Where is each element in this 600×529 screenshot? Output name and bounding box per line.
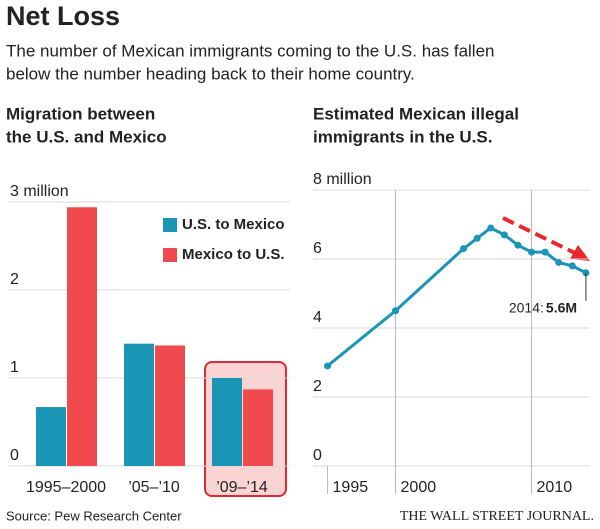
point [528, 248, 536, 256]
x-tick-label: 1995–2000 [26, 479, 106, 496]
line [326, 226, 587, 368]
legend-swatch [163, 218, 177, 232]
y-tick-label: 8 million [313, 171, 372, 188]
y-tick-label: 0 [313, 447, 322, 464]
point [487, 224, 495, 232]
subtitle: below the number heading back to their h… [6, 64, 415, 83]
point [500, 231, 508, 239]
y-tick-label: 0 [10, 447, 19, 464]
bar [36, 407, 66, 466]
legend-label: Mexico to U.S. [182, 246, 285, 263]
x-tick-label: 1995 [333, 479, 369, 496]
legend-label: U.S. to Mexico [182, 216, 285, 233]
point [555, 258, 563, 266]
y-tick-label: 4 [313, 309, 322, 326]
y-tick-label: 3 million [10, 183, 69, 200]
y-tick-label: 2 [313, 378, 322, 395]
trend-arrow [502, 216, 590, 261]
point [324, 362, 332, 370]
legend-swatch [163, 248, 177, 262]
title: Net Loss [6, 1, 120, 31]
x-tick-label: 2010 [537, 479, 573, 496]
y-tick-label: 2 [10, 271, 19, 288]
chart-title: the U.S. and Mexico [6, 127, 167, 146]
bar [67, 207, 97, 466]
point [541, 248, 549, 256]
bar [212, 378, 242, 466]
point [514, 241, 522, 249]
chart-title: Migration between [6, 104, 155, 123]
point [568, 262, 576, 270]
bar [243, 389, 273, 466]
source: Source: Pew Research Center [6, 508, 182, 523]
subtitle: The number of Mexican immigrants coming … [6, 41, 495, 60]
bar [155, 345, 185, 466]
x-tick-label: 2000 [401, 479, 437, 496]
x-tick-label: ’05–’10 [128, 479, 180, 496]
chart-title: Estimated Mexican illegal [313, 104, 519, 123]
annotation-value: 5.6M [546, 300, 577, 316]
point [392, 307, 400, 315]
annotation-label: 2014: [509, 300, 544, 316]
publisher: THE WALL STREET JOURNAL. [400, 509, 594, 524]
x-tick-label: ’09–’14 [216, 479, 268, 496]
point [460, 245, 468, 253]
y-tick-label: 1 [10, 359, 19, 376]
point [473, 234, 481, 242]
y-tick-label: 6 [313, 240, 322, 257]
bar [124, 343, 154, 466]
chart-title: immigrants in the U.S. [313, 127, 492, 146]
